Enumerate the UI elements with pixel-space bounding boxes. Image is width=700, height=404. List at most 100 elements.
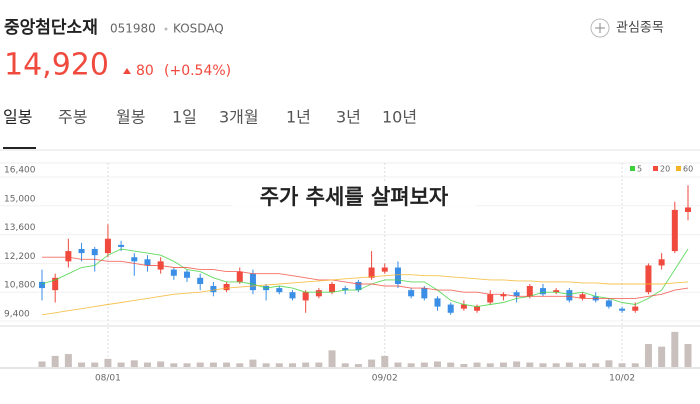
volume-bar <box>552 363 560 367</box>
volume-bar <box>249 359 257 367</box>
volume-bar <box>38 361 46 367</box>
volume-bar <box>64 354 72 367</box>
volume-bar <box>288 363 296 367</box>
candle-body <box>342 288 349 291</box>
overlay-box <box>232 182 476 214</box>
candle-body <box>553 290 560 293</box>
candle-body <box>434 298 441 307</box>
legend-label: 20 <box>660 165 670 174</box>
plus-circle <box>590 18 610 38</box>
candle-body <box>329 283 336 293</box>
volume-bar <box>117 362 125 367</box>
y-tick-label: 15,000 <box>4 194 36 204</box>
candle-body <box>223 283 230 291</box>
separator-dot <box>164 27 168 31</box>
tab[interactable]: 1일 <box>172 108 197 127</box>
candle-body <box>566 290 573 301</box>
volume-bar <box>104 358 112 367</box>
volume-bar <box>684 344 692 367</box>
candle-body <box>421 288 428 299</box>
moving-average-line <box>42 256 689 299</box>
candle-body <box>276 288 283 293</box>
tab[interactable]: 월봉 <box>116 108 145 127</box>
tab[interactable]: 10년 <box>382 108 417 127</box>
candle-body <box>315 290 322 297</box>
candle-body <box>394 267 401 284</box>
volume-bar <box>499 362 507 367</box>
volume-bar <box>579 363 587 367</box>
candle-body <box>197 277 204 284</box>
x-tick-label: 09/02 <box>372 374 398 384</box>
volume-bar <box>157 361 165 367</box>
tab[interactable]: 일봉 <box>3 108 32 127</box>
candle-body <box>210 286 217 293</box>
tab[interactable]: 1년 <box>286 108 311 127</box>
candle-body <box>487 294 494 303</box>
y-tick-label: 10,800 <box>4 281 36 291</box>
candle-body <box>460 304 467 309</box>
tabs: 일봉 주봉 월봉 1일 3개월 1년 3년 10년 <box>3 108 417 127</box>
watch-label[interactable]: 관심종목 <box>616 21 664 36</box>
candle-body <box>236 271 243 282</box>
volume-bar <box>354 364 362 367</box>
volume-bar <box>170 363 178 367</box>
volume-bar <box>209 362 217 367</box>
candle-body <box>289 292 296 299</box>
volume-bar <box>513 361 521 367</box>
volume-bar <box>315 362 323 367</box>
candle-body <box>513 292 520 297</box>
candle-body <box>619 308 626 311</box>
y-tick-label: 13,600 <box>4 223 36 233</box>
volume-bar <box>407 363 415 367</box>
volume-bar <box>328 350 336 367</box>
candle-body <box>118 244 125 247</box>
candle-body <box>91 249 98 256</box>
volume-bar <box>130 360 138 367</box>
x-tick-label: 10/02 <box>609 374 635 384</box>
volume-bar <box>605 360 613 367</box>
tab[interactable]: 3년 <box>336 108 361 127</box>
legend-label: 5 <box>637 165 642 174</box>
candle-body <box>645 265 652 293</box>
change: 80 <box>136 63 154 79</box>
volume-bar <box>447 362 455 367</box>
x-tick-label: 08/01 <box>95 374 121 384</box>
candle-body <box>381 267 388 272</box>
volume-bar <box>223 362 231 367</box>
candle-body <box>671 209 678 252</box>
market: KOSDAQ <box>173 22 224 36</box>
moving-average-line <box>41 248 689 308</box>
volume-bar <box>341 363 349 367</box>
volume-bar <box>368 359 376 367</box>
legend-label: 60 <box>683 165 693 174</box>
candle-body <box>65 251 72 262</box>
candle-body <box>579 294 586 299</box>
moving-average-line <box>41 274 689 316</box>
watch-button[interactable]: 관심종목 <box>590 18 664 38</box>
volume-bar <box>565 362 573 367</box>
volume-bar <box>486 363 494 367</box>
price: 14,920 <box>4 48 109 83</box>
volume-bar <box>473 362 481 367</box>
candle-body <box>355 281 362 291</box>
candle-body <box>632 306 639 311</box>
candle-body <box>131 257 138 262</box>
volume-bar <box>434 361 442 367</box>
y-tick-label: 9,400 <box>4 310 30 320</box>
candle-body <box>170 269 177 276</box>
volume-bar <box>275 363 283 367</box>
candle-body <box>474 306 481 311</box>
candle-body <box>408 290 415 297</box>
volume-bar <box>78 362 86 367</box>
candle-body <box>447 304 454 313</box>
legend-swatch <box>653 166 658 171</box>
stock-code: 051980 <box>110 22 156 36</box>
volume-bar <box>236 363 244 367</box>
candle-body <box>39 281 45 289</box>
tab[interactable]: 주봉 <box>58 108 87 127</box>
tab[interactable]: 3개월 <box>219 108 259 127</box>
stock-name: 중앙첨단소재 <box>4 17 98 38</box>
volume-bar <box>394 362 402 367</box>
volume-bar <box>671 331 679 367</box>
